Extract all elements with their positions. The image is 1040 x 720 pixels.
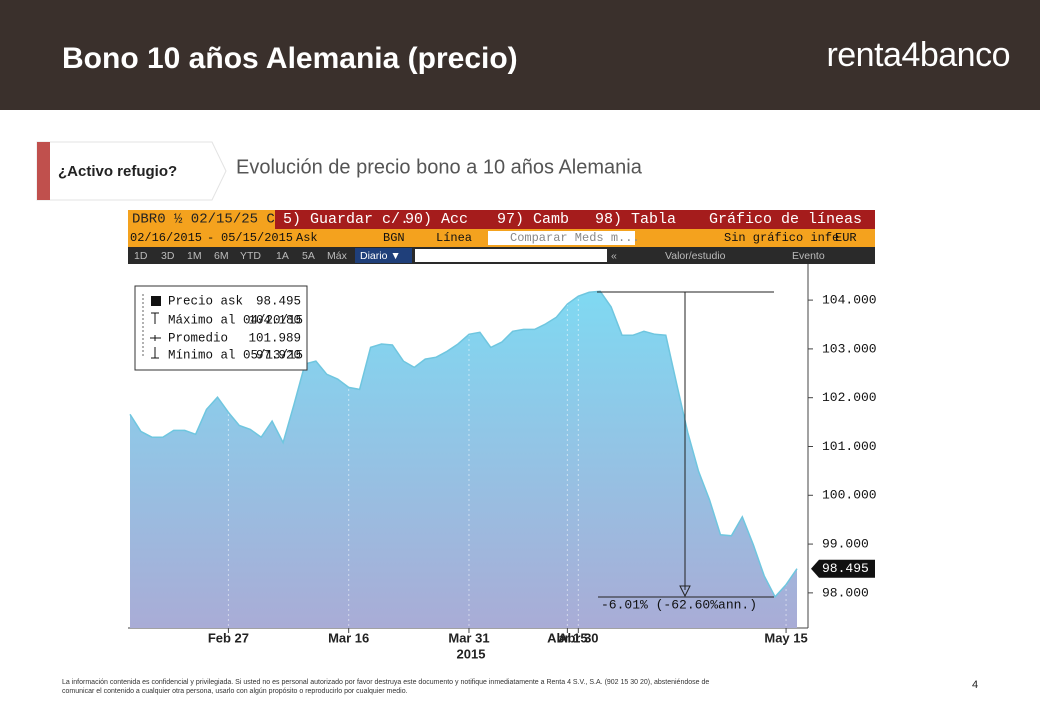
x-tick-label: Abr 15 bbox=[547, 630, 587, 645]
arrow-head bbox=[679, 585, 691, 598]
legend-label: Promedio bbox=[168, 331, 228, 345]
toolbar-field: - bbox=[207, 231, 214, 245]
period-button: 1M bbox=[187, 250, 202, 262]
x-tick-label: Abr 30 bbox=[558, 630, 598, 645]
toolbar-label: 90) Acc bbox=[405, 211, 468, 228]
disclaimer-line: comunicar el contenido a cualquier otra … bbox=[62, 688, 408, 695]
last-value-label: 98.495 bbox=[822, 561, 869, 576]
disclaimer-line: La información contenida es confidencial… bbox=[62, 679, 709, 686]
period-selected bbox=[355, 248, 412, 263]
toolbar-field: Línea bbox=[436, 231, 472, 245]
legend-icon bbox=[151, 347, 159, 359]
period-button: Máx bbox=[327, 250, 348, 262]
compare-box bbox=[488, 231, 635, 245]
toolbar-field: EUR bbox=[835, 231, 857, 245]
x-year-label: 2015 bbox=[457, 646, 486, 661]
toolbar-row1 bbox=[128, 210, 875, 229]
header-bar bbox=[0, 0, 1040, 110]
change-annotation: -6.01% (-62.60%ann.) bbox=[601, 597, 757, 612]
last-value-badge bbox=[811, 559, 875, 578]
legend-icon bbox=[150, 335, 161, 341]
toolbar-label: 98) Tabla bbox=[595, 211, 676, 228]
page-number: 4 bbox=[972, 679, 978, 691]
toolbar-field: 02/16/2015 bbox=[130, 231, 202, 245]
period-button: 1D bbox=[134, 250, 148, 262]
toolbar-field: Comparar Meds m... bbox=[510, 231, 640, 245]
legend-icon bbox=[151, 296, 161, 306]
slide-title: Bono 10 años Alemania (precio) bbox=[62, 42, 518, 75]
toolbar-label: Gráfico de líneas bbox=[709, 211, 862, 228]
period-button: Valor/estudio bbox=[665, 250, 726, 262]
y-tick-label: 101.000 bbox=[822, 439, 877, 454]
y-tick-label: 98.000 bbox=[822, 585, 869, 600]
toolbar-label: DBR0 ½ 02/15/25 C bbox=[132, 212, 275, 228]
toolbar-label: 5) Guardar c/. bbox=[283, 211, 409, 228]
y-tick-label: 103.000 bbox=[822, 341, 877, 356]
period-button: 5A bbox=[302, 250, 315, 262]
y-tick-label: 99.000 bbox=[822, 537, 869, 552]
x-tick-label: May 15 bbox=[764, 630, 807, 645]
period-button: « bbox=[611, 250, 617, 262]
legend-icon bbox=[151, 312, 159, 324]
toolbar-field: Sin gráfico infe bbox=[724, 231, 839, 245]
price-line bbox=[129, 290, 798, 599]
legend-value: 104.180 bbox=[248, 313, 301, 327]
x-tick-label: Mar 16 bbox=[328, 630, 369, 645]
legend-box bbox=[134, 285, 308, 371]
period-button: YTD bbox=[240, 250, 261, 262]
legend-value: 97.920 bbox=[256, 348, 301, 362]
period-button: 3D bbox=[161, 250, 175, 262]
y-tick-label: 102.000 bbox=[822, 390, 877, 405]
period-button: 6M bbox=[214, 250, 229, 262]
x-tick-label: Feb 27 bbox=[208, 630, 249, 645]
period-button: Diario ▼ bbox=[360, 250, 401, 262]
period-button: Evento bbox=[792, 250, 825, 262]
y-tick-label: 100.000 bbox=[822, 488, 877, 503]
toolbar-field: 05/15/2015 bbox=[221, 231, 293, 245]
period-button: 1A bbox=[276, 250, 289, 262]
subtitle: Evolución de precio bono a 10 años Alema… bbox=[236, 156, 643, 178]
legend-label: Mínimo al 05/13/15 bbox=[168, 348, 303, 362]
legend-value: 101.989 bbox=[248, 331, 301, 345]
toolbar-field: Ask bbox=[296, 231, 318, 245]
legend-label: Máximo al 04/20/15 bbox=[168, 313, 303, 327]
tag-accent bbox=[37, 142, 50, 200]
price-area bbox=[130, 291, 797, 628]
plot bbox=[129, 264, 798, 628]
tag-text: ¿Activo refugio? bbox=[58, 163, 177, 180]
legend-label: Precio ask bbox=[168, 294, 243, 308]
legend: Precio ask 98.495 Máximo al 04/20/15104.18… bbox=[168, 294, 303, 362]
security-cell bbox=[128, 210, 275, 229]
toolbar-label: 97) Camb bbox=[497, 211, 569, 228]
logo: renta4banco bbox=[826, 36, 1010, 74]
x-tick-label: Mar 31 bbox=[448, 630, 489, 645]
y-tick-label: 104.000 bbox=[822, 293, 877, 308]
legend-value: 98.495 bbox=[256, 294, 301, 308]
toolbar-field: BGN bbox=[383, 231, 405, 245]
search-input bbox=[415, 249, 607, 262]
